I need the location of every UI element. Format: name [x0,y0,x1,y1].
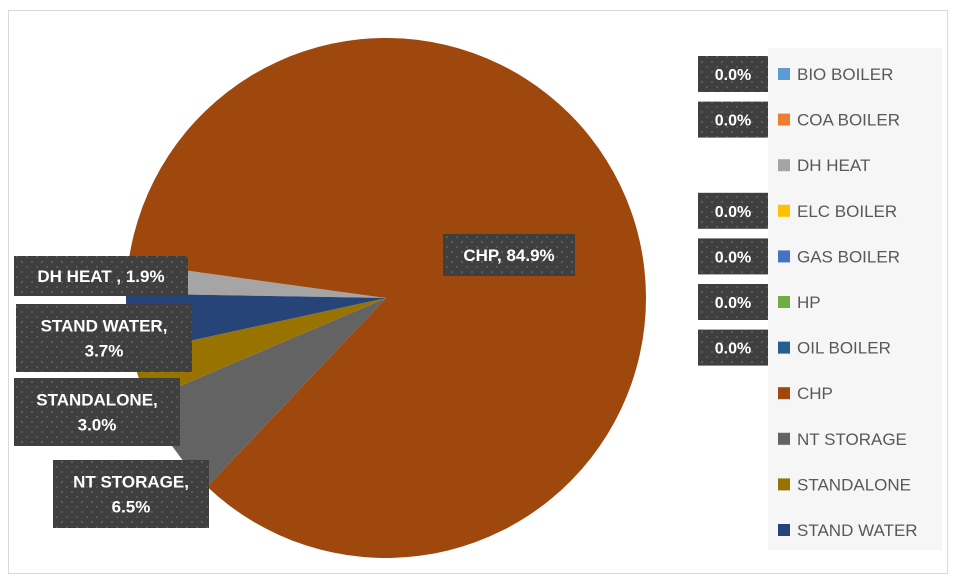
legend-label-gas-boiler: GAS BOILER [797,247,900,266]
legend-swatch-elc-boiler [778,204,790,217]
data-label-nt-storage-line-1: NT STORAGE, [73,473,189,492]
data-label-box-nt-storage [53,460,209,528]
legend-swatch-oil-boiler [778,341,790,354]
zero-label-box-gas-boiler [698,238,768,275]
zero-label-box-elc-boiler [698,192,768,229]
zero-label-coa-boiler: 0.0% [715,113,751,130]
data-label-standalone-line-1: STANDALONE, [36,391,158,410]
zero-label-bio-boiler: 0.0% [715,67,751,84]
zero-label-box-coa-boiler [698,101,768,138]
data-label-box-dh-heat [14,256,188,296]
legend-label-bio-boiler: BIO BOILER [797,65,893,84]
data-labels: CHP, 84.9% DH HEAT , 1.9% STAND WATER, 3.7%… [14,234,575,528]
data-label-box-stand-water [16,304,192,372]
legend-swatch-coa-boiler [778,113,790,126]
legend-panel [768,48,942,550]
legend-swatch-dh-heat [778,159,790,172]
legend-label-stand-water: STAND WATER [797,521,918,540]
legend-swatch-gas-boiler [778,250,790,263]
legend-swatch-standalone [778,478,790,491]
legend-swatch-chp [778,387,790,400]
data-label-standalone-line-2: 3.0% [78,416,117,435]
legend: BIO BOILER 0.0% COA BOILER 0.0% DH HEAT ELC B… [698,56,918,540]
legend-swatch-hp [778,296,790,308]
pie-slice-chp [128,38,646,559]
data-label-dh-heat: DH HEAT , 1.9% [37,267,164,286]
zero-label-box-bio-boiler [698,56,768,92]
legend-label-elc-boiler: ELC BOILER [797,202,897,221]
zero-label-oil-boiler: 0.0% [715,341,751,358]
legend-label-hp: HP [797,293,821,312]
pie-slice-standalone [131,298,386,401]
pie-slice-nt-storage [146,298,386,487]
data-label-stand-water-line-1: STAND WATER, [41,317,168,336]
zero-label-box-hp [698,284,768,320]
legend-swatch-bio-boiler [778,68,790,80]
data-label-box-standalone [14,378,180,446]
zero-label-box-oil-boiler [698,329,768,366]
pie-slice-dh-heat [126,262,386,298]
zero-label-elc-boiler: 0.0% [715,204,751,221]
zero-label-hp: 0.0% [715,295,751,312]
data-label-nt-storage-line-2: 6.5% [112,498,151,517]
legend-swatch-stand-water [778,524,790,536]
zero-label-gas-boiler: 0.0% [715,249,751,266]
data-label-box-chp [443,234,575,276]
data-label-stand-water-line-2: 3.7% [85,342,124,361]
legend-label-dh-heat: DH HEAT [797,156,870,175]
legend-label-coa-boiler: COA BOILER [797,111,900,130]
legend-label-nt-storage: NT STORAGE [797,430,907,449]
data-label-chp: CHP, 84.9% [463,246,554,265]
legend-label-standalone: STANDALONE [797,475,911,494]
legend-swatch-nt-storage [778,432,790,445]
legend-label-oil-boiler: OIL BOILER [797,339,891,358]
legend-label-chp: CHP [797,384,833,403]
